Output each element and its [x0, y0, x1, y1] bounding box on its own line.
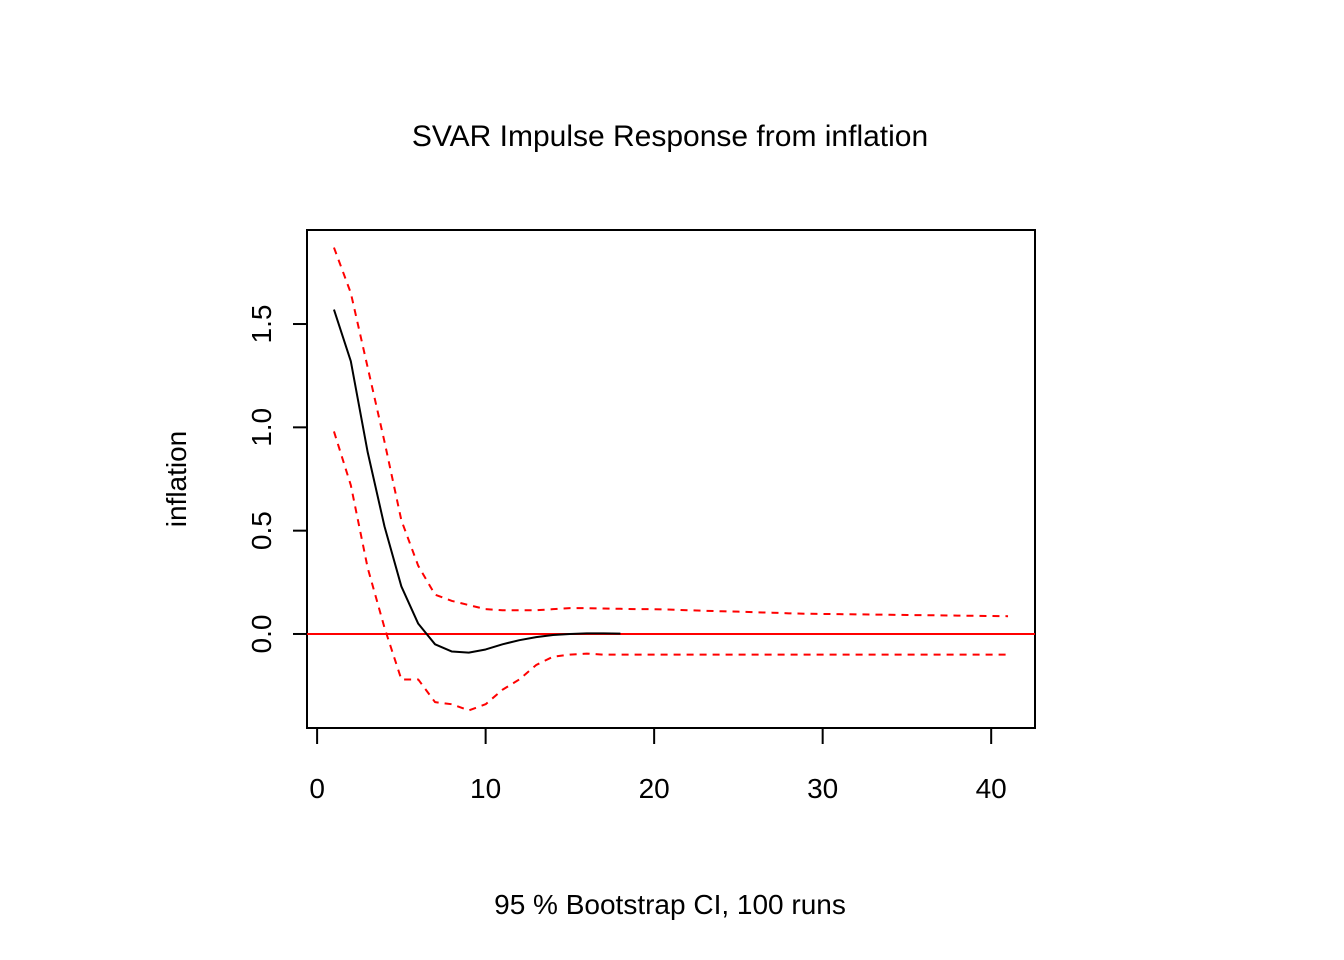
x-tick-label: 20	[639, 773, 670, 804]
lower-bound-line	[333, 431, 1009, 712]
x-axis-label: 95 % Bootstrap CI, 100 runs	[494, 889, 846, 920]
y-tick-label: 1.5	[246, 305, 277, 344]
y-axis: 0.0 0.5 1.0 1.5	[246, 305, 308, 654]
y-tick-label: 1.0	[246, 408, 277, 447]
chart-title: SVAR Impulse Response from inflation	[412, 120, 928, 153]
y-tick-label: 0.5	[246, 511, 277, 550]
impulse-response-line	[333, 309, 621, 654]
x-tick-label: 30	[807, 773, 838, 804]
y-tick-label: 0.0	[246, 615, 277, 654]
upper-bound-line	[333, 247, 1009, 618]
x-tick-label: 40	[976, 773, 1007, 804]
x-axis: 0 10 20 30 40	[309, 727, 1007, 804]
plot-area	[307, 247, 1035, 712]
x-tick-label: 10	[470, 773, 501, 804]
plot-frame	[306, 229, 1036, 729]
y-axis-label: inflation	[161, 431, 192, 528]
x-tick-label: 0	[309, 773, 325, 804]
